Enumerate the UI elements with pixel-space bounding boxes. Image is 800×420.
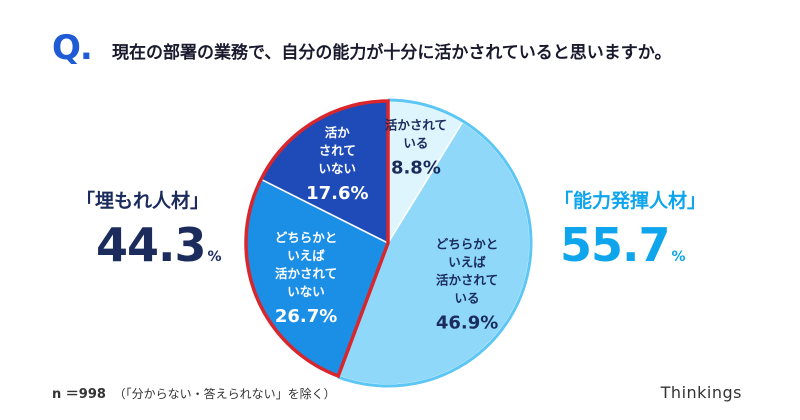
slice-label-4-line-2: されて	[319, 143, 356, 158]
slice-label-2-line-2: いえば	[448, 255, 486, 270]
slice-label-3-line-1: どちらかと	[275, 230, 338, 245]
question-text: 現在の部署の業務で、自分の能力が十分に活かされていると思いますか。	[112, 43, 672, 63]
right-group-ring	[337, 98, 533, 388]
slice-label-3-line-4: いない	[287, 284, 325, 299]
slice-label-4-line-1: 活か	[325, 125, 351, 140]
slice-label-2-line-1: どちらかと	[436, 237, 499, 252]
slice-value-4: 17.6%	[306, 183, 368, 204]
slice-label-4-line-3: いない	[319, 161, 357, 176]
right-group-label: 「能力発揮人材」	[554, 190, 707, 212]
slice-label-3-line-3: 活かされて	[275, 266, 337, 281]
sample-size: n ＝998	[52, 387, 106, 402]
brand-logo: Thinkings	[660, 383, 742, 402]
slice-label-2-line-4: いる	[455, 291, 480, 306]
left-group-outline	[244, 99, 390, 379]
left-group-value: 44.3	[96, 218, 206, 272]
right-group-unit: %	[671, 249, 686, 265]
slice-label-1-line-1: 活かされて	[385, 118, 447, 133]
slice-label-2-line-3: 活かされて	[436, 273, 498, 288]
left-group-percent: 44.3%	[96, 222, 222, 280]
left-group-label: 「埋もれ人材」	[76, 190, 210, 212]
left-group-unit: %	[207, 249, 222, 265]
slice-value-3: 26.7%	[275, 306, 337, 327]
right-group-value: 55.7	[560, 218, 670, 272]
footnote: n ＝998 （「分からない・答えられない」を除く）	[52, 383, 336, 402]
slice-value-2: 46.9%	[436, 313, 498, 334]
slice-value-1: 8.8%	[391, 158, 441, 179]
footnote-note: （「分からない・答えられない」を除く）	[113, 387, 336, 401]
slice-label-3-line-2: いえば	[287, 248, 325, 263]
question-mark: Q.	[52, 28, 93, 68]
slice-label-1-line-2: いる	[403, 136, 428, 151]
right-group-percent: 55.7%	[560, 222, 686, 280]
